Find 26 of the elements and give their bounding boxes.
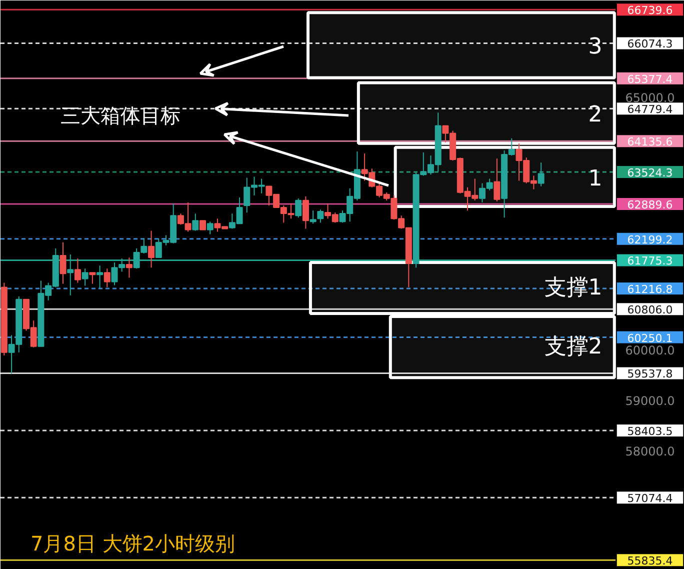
ref-line-label: 57074.4: [627, 492, 673, 506]
ref-line-label: 66739.6: [627, 4, 673, 18]
ref-line-label: 65377.4: [627, 72, 673, 86]
ref-line-label: 62889.6: [627, 198, 673, 212]
band-label: 1: [588, 166, 602, 192]
annotation: 三大箱体目标: [60, 104, 180, 128]
annotation: 7月8日 大饼2小时级别: [30, 532, 236, 556]
ref-line-label: 61216.8: [627, 282, 673, 296]
ref-line-label: 62199.2: [627, 233, 673, 246]
y-tick-label: 65000.0: [625, 90, 675, 105]
band-label: 2: [588, 102, 602, 128]
y-tick-label: 59000.0: [625, 394, 675, 408]
candlestick: [200, 220, 206, 230]
ref-line-label: 55835.4: [627, 554, 673, 568]
ref-line-label: 66074.3: [627, 38, 673, 51]
ref-line-label: 64779.4: [627, 103, 673, 116]
y-tick-label: 60000.0: [625, 343, 675, 358]
band-label: 支撑2: [544, 334, 602, 360]
ref-line-label: 63524.3: [627, 166, 673, 180]
ref-line-label: 58403.5: [627, 424, 673, 438]
ref-line-label: 60806.0: [627, 304, 673, 317]
ref-line-label: 64135.6: [627, 136, 673, 149]
y-tick-label: 58000.0: [625, 444, 675, 458]
ref-line-label: 59537.8: [627, 368, 673, 381]
ref-line-label: 60250.1: [627, 332, 673, 345]
ref-line-label: 61775.3: [627, 254, 673, 268]
